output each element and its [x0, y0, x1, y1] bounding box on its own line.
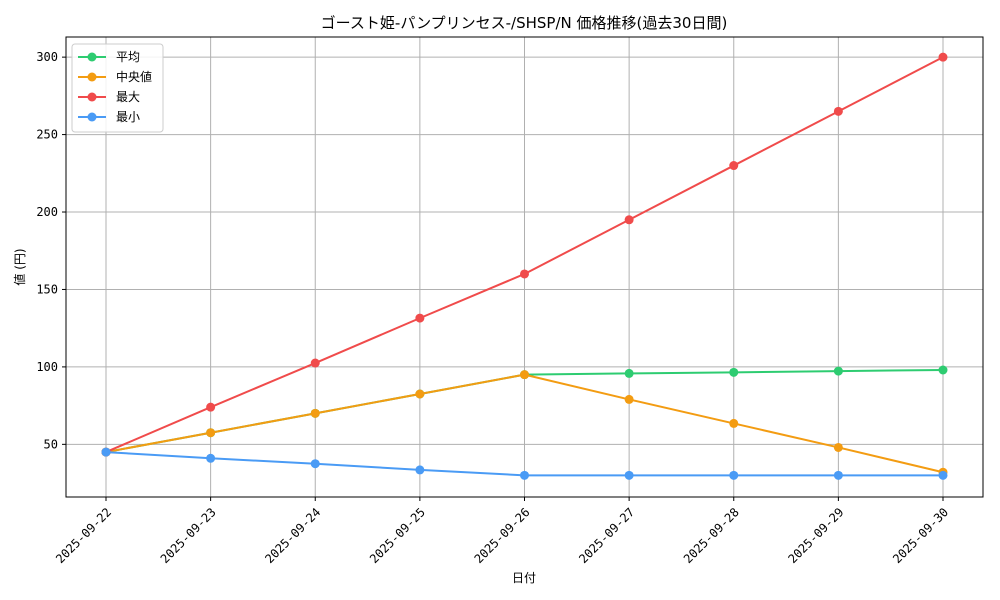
data-point: [206, 402, 216, 412]
y-tick-label: 300: [36, 50, 58, 64]
x-axis-title: 日付: [512, 571, 536, 585]
chart-title: ゴースト姫-パンプリンセス-/SHSP/N 価格推移(過去30日間): [321, 14, 728, 32]
legend-label: 中央値: [116, 69, 152, 84]
data-point: [833, 442, 843, 452]
data-point: [415, 389, 425, 399]
legend-swatch-marker: [87, 92, 97, 102]
series-最小: [101, 447, 948, 480]
data-point: [415, 465, 425, 475]
data-point: [624, 368, 634, 378]
data-point: [833, 366, 843, 376]
data-point: [520, 269, 529, 279]
data-point: [101, 447, 111, 457]
legend-swatch-marker: [87, 72, 97, 82]
data-point: [938, 470, 948, 480]
legend-label: 最小: [116, 110, 140, 124]
data-point: [415, 313, 425, 323]
data-point: [624, 394, 634, 404]
legend-swatch-marker: [87, 52, 97, 62]
data-point: [310, 358, 320, 368]
data-point: [206, 453, 216, 463]
y-tick-label: 50: [44, 437, 58, 451]
data-point: [310, 459, 320, 469]
data-point: [520, 470, 529, 480]
y-tick-label: 200: [36, 205, 58, 219]
y-axis-title: 値 (円): [12, 248, 27, 285]
data-point: [206, 428, 216, 438]
data-point: [729, 418, 739, 428]
y-tick-label: 100: [36, 360, 58, 374]
data-point: [833, 106, 843, 116]
legend-label: 平均: [116, 50, 140, 64]
data-point: [729, 161, 739, 171]
data-point: [833, 470, 843, 480]
data-point: [729, 470, 739, 480]
data-point: [729, 367, 739, 377]
legend-label: 最大: [116, 90, 140, 104]
data-point: [310, 408, 320, 418]
data-point: [624, 470, 634, 480]
data-point: [938, 365, 948, 375]
data-point: [520, 370, 529, 380]
legend-swatch-marker: [87, 112, 97, 122]
data-point: [938, 52, 948, 62]
legend-box: [71, 43, 164, 133]
y-tick-label: 250: [36, 128, 58, 142]
series-lines: [101, 52, 948, 480]
data-point: [624, 215, 634, 225]
y-tick-label: 150: [36, 282, 58, 296]
